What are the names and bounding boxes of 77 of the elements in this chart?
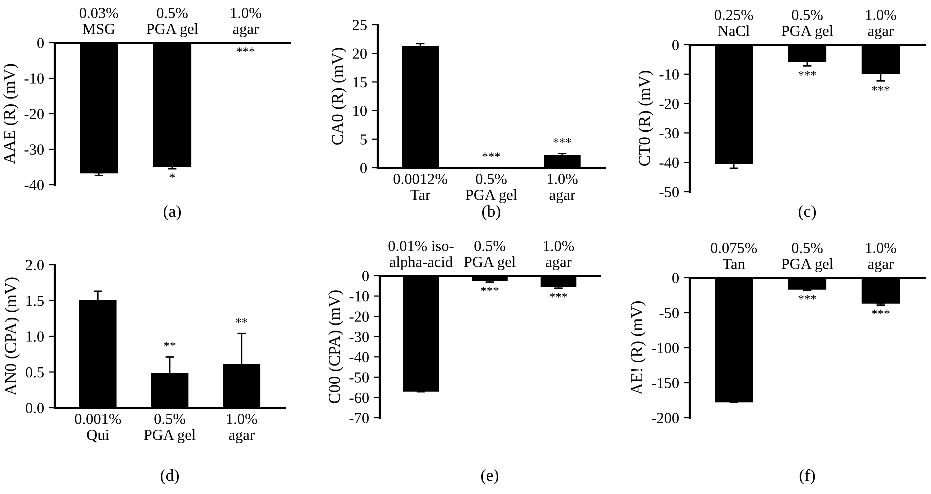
annotation: *** xyxy=(237,48,255,52)
y-tick-label: -40 xyxy=(24,180,44,190)
y-tick-label: 15 xyxy=(354,77,367,88)
y-tick-label: -10 xyxy=(24,74,44,84)
y-tick-label: -30 xyxy=(24,144,44,155)
y-tick-label: -20 xyxy=(660,98,679,110)
y-tick-label: -150 xyxy=(652,378,679,388)
y-tick-label: 0 xyxy=(672,273,679,284)
text: (b) xyxy=(482,205,500,221)
y-tick-label: -60 xyxy=(350,392,369,404)
text: (a) xyxy=(164,205,182,221)
y-tick-label: -10 xyxy=(350,291,369,302)
x-tick-label: 0.5% PGA gel xyxy=(466,174,518,204)
y-axis-title: CT0 (R) (mV) xyxy=(638,71,654,166)
y-tick-label: -30 xyxy=(350,332,369,342)
text: (c) xyxy=(798,205,816,221)
y-tick-label: 1.5 xyxy=(26,296,44,306)
y-axis-title: CA0 (R) (mV) xyxy=(332,48,347,145)
x-tick-label: 0.5% PGA gel xyxy=(782,243,834,272)
x-tick-label: 0.0012% Tar xyxy=(394,174,448,200)
y-tick-label: 2.0 xyxy=(26,260,44,271)
text: (d) xyxy=(161,469,179,485)
annotation: *** xyxy=(554,138,572,144)
x-tick-label: 0.5% PGA gel xyxy=(144,414,196,444)
x-tick-label: 0.03% MSG xyxy=(80,8,118,34)
x-tick-label: 1.0% agar xyxy=(544,241,574,270)
y-tick-label: -20 xyxy=(350,312,369,322)
text: (f) xyxy=(800,469,816,485)
y-tick-label: -50 xyxy=(350,372,369,383)
x-tick-label: 1.0% agar xyxy=(231,8,262,38)
annotation: ** xyxy=(164,342,176,347)
y-tick-label: 0 xyxy=(360,163,367,174)
y-tick-label: 20 xyxy=(352,48,367,60)
y-tick-label: -50 xyxy=(660,308,679,318)
y-axis-title: C00 (CPA) (mV) xyxy=(328,290,344,404)
annotation: * xyxy=(170,174,176,178)
x-tick-label: 1.0% agar xyxy=(866,243,896,272)
y-tick-label: -70 xyxy=(350,413,369,424)
annotation: *** xyxy=(481,287,499,292)
y-tick-label: 10 xyxy=(354,106,367,116)
x-tick-label: 1.0% agar xyxy=(227,414,258,444)
y-tick-label: -200 xyxy=(652,413,679,424)
y-tick-label: 0 xyxy=(672,40,679,50)
annotation: *** xyxy=(550,293,568,298)
x-tick-label: 0.01% iso- alpha-acid xyxy=(388,241,454,270)
annotation: ** xyxy=(236,318,248,324)
y-tick-label: 0 xyxy=(362,271,369,282)
x-tick-label: 0.5% PGA gel xyxy=(146,8,198,38)
x-tick-label: 0.075% Tan xyxy=(711,243,758,270)
y-tick-label: -100 xyxy=(652,343,679,354)
annotation: *** xyxy=(872,310,890,315)
y-tick-label: -40 xyxy=(660,158,679,168)
y-tick-label: -10 xyxy=(660,70,679,80)
y-tick-label: 0.0 xyxy=(26,403,44,414)
y-axis-title: AAE (R) (mV) xyxy=(4,64,19,164)
x-tick-label: 1.0% agar xyxy=(548,174,578,204)
text: (e) xyxy=(481,469,499,485)
y-tick-label: 5 xyxy=(360,134,367,145)
annotation: *** xyxy=(872,86,890,91)
annotation: *** xyxy=(482,152,500,158)
y-tick-label: 0.5 xyxy=(26,367,44,378)
y-tick-label: 1.0 xyxy=(26,332,44,342)
y-tick-label: -20 xyxy=(24,109,44,120)
annotation: *** xyxy=(798,295,816,300)
y-tick-label: -50 xyxy=(660,187,679,198)
x-tick-label: 1.0% agar xyxy=(866,10,896,40)
y-tick-label: -30 xyxy=(660,128,679,139)
x-tick-label: 0.001% Qui xyxy=(75,414,122,443)
y-tick-label: 0 xyxy=(38,38,44,48)
x-tick-label: 0.5% PGA gel xyxy=(464,241,516,270)
y-tick-label: -40 xyxy=(350,352,369,363)
x-tick-label: 0.25% NaCl xyxy=(714,10,754,36)
y-axis-title: AE! (R) (mV) xyxy=(630,302,646,396)
annotation: *** xyxy=(798,71,816,76)
x-tick-label: 0.5% PGA gel xyxy=(782,10,834,40)
y-axis-title: AN0 (CPA) (mV) xyxy=(4,278,20,396)
y-tick-label: 25 xyxy=(352,20,367,30)
